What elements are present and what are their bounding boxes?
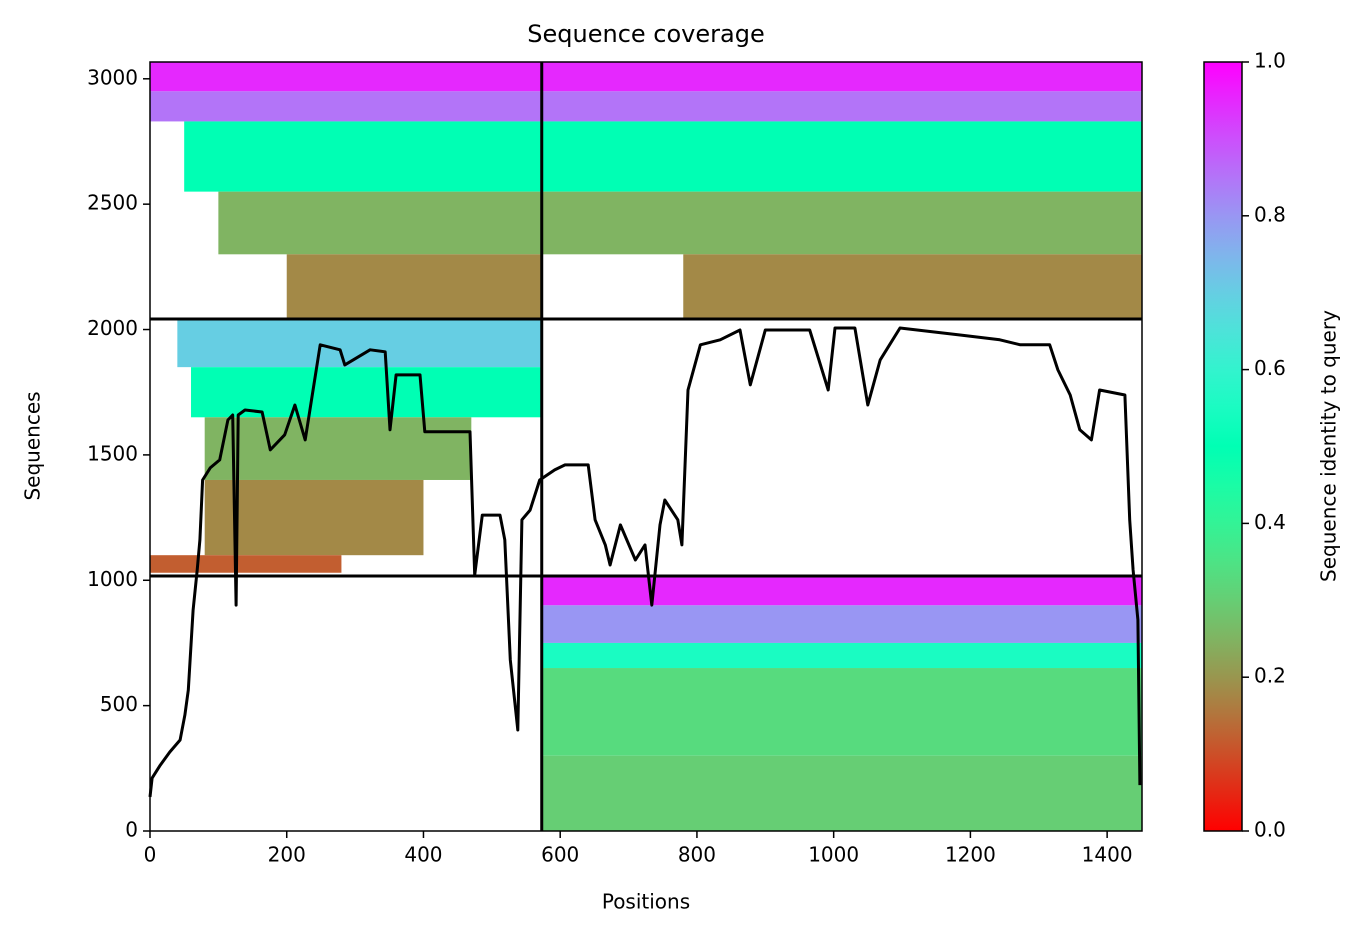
colorbar-label: Sequence identity to query (1317, 310, 1341, 582)
heatmap-cell (177, 319, 542, 368)
heatmap-cell (541, 91, 1142, 122)
colorbar-tick-label: 0.6 (1254, 356, 1286, 380)
coverage-line (148, 326, 1142, 798)
heatmap-cell (191, 367, 542, 418)
heatmap-cell (541, 576, 1142, 606)
heatmap-cell (683, 254, 1142, 320)
x-tick-label: 1000 (808, 843, 859, 867)
heatmap-cell (204, 479, 424, 556)
x-tick-label: 800 (678, 843, 716, 867)
x-axis-label: Positions (602, 890, 690, 914)
heatmap-cell (541, 121, 1142, 192)
chart-title: Sequence coverage (527, 20, 764, 48)
y-tick-label: 0 (125, 818, 138, 842)
colorbar-tick-label: 0.0 (1254, 818, 1286, 842)
heatmap-cell (204, 417, 472, 480)
heatmap-cell (541, 755, 1142, 831)
x-tick-label: 400 (404, 843, 442, 867)
colorbar-tick-label: 0.8 (1254, 202, 1286, 226)
heatmap-cell (218, 191, 542, 255)
heatmap-cell (541, 191, 1142, 255)
colorbar (1203, 61, 1243, 832)
heatmap-cell (541, 605, 1142, 643)
colorbar-tick-label: 0.2 (1254, 664, 1286, 688)
colorbar-tick-label: 0.4 (1254, 510, 1286, 534)
y-tick-label: 500 (100, 692, 138, 716)
plot-frame (149, 61, 1143, 832)
y-tick-label: 1000 (87, 567, 138, 591)
heatmap-cell (150, 91, 542, 122)
heatmap-cell (286, 254, 542, 320)
x-tick-label: 1400 (1082, 843, 1133, 867)
y-tick-label: 2000 (87, 316, 138, 340)
heatmap-cell (184, 121, 542, 192)
x-tick-label: 1200 (945, 843, 996, 867)
y-tick-label: 2500 (87, 191, 138, 215)
heatmap-cell (150, 555, 342, 573)
colorbar-tick-label: 1.0 (1254, 49, 1286, 73)
x-tick-label: 0 (144, 843, 157, 867)
heatmap-cell (541, 62, 1142, 92)
x-tick-label: 200 (268, 843, 306, 867)
heatmap-cell (150, 62, 542, 92)
x-tick-label: 600 (541, 843, 579, 867)
heatmap-cell (541, 668, 1142, 756)
y-axis-label: Sequences (21, 391, 45, 500)
y-tick-label: 1500 (87, 441, 138, 465)
y-tick-label: 3000 (87, 65, 138, 89)
heatmap-cell (541, 642, 1142, 669)
